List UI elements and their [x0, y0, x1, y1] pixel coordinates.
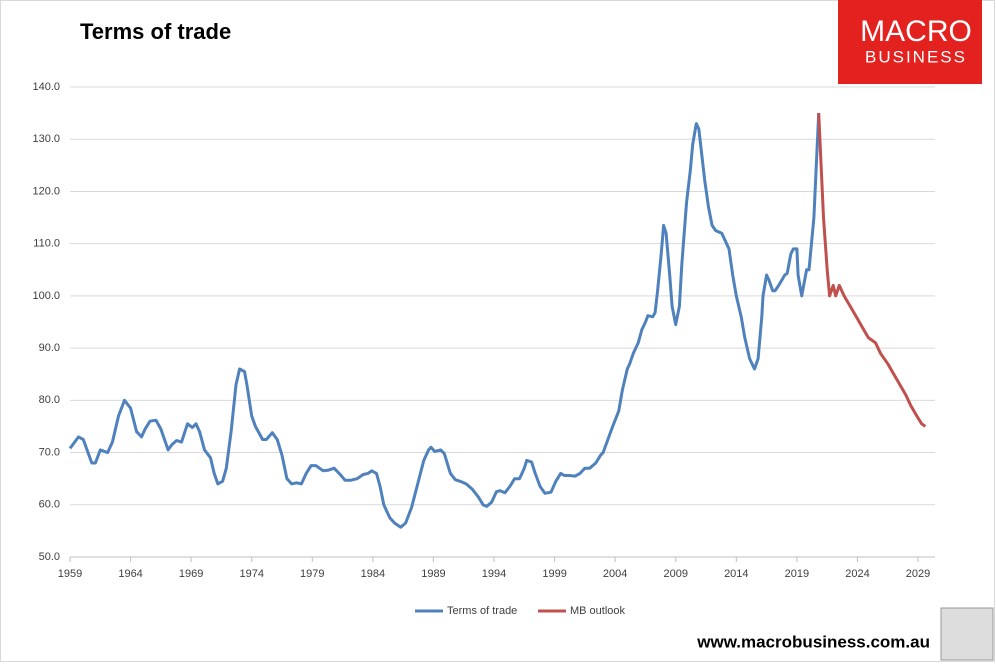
series-line: [817, 113, 927, 428]
y-tick-label: 80.0: [39, 394, 60, 406]
x-tick-label: 1974: [239, 568, 263, 580]
x-tick-label: 2019: [785, 568, 809, 580]
x-tick-label: 1959: [58, 568, 82, 580]
y-tick-label: 50.0: [39, 551, 60, 563]
x-tick-label: 1964: [118, 568, 142, 580]
series-line: [68, 113, 821, 529]
legend-label: Terms of trade: [447, 605, 517, 617]
x-tick-label: 1969: [179, 568, 203, 580]
footer: www.macrobusiness.com.au: [696, 632, 930, 651]
x-tick-label: 1984: [361, 568, 385, 580]
x-tick-label: 2009: [664, 568, 688, 580]
legend-label: MB outlook: [570, 605, 626, 617]
y-tick-label: 130.0: [32, 133, 60, 145]
y-tick-label: 110.0: [33, 238, 60, 250]
y-tick-label: 60.0: [39, 499, 60, 511]
logo-box: [838, 0, 982, 84]
y-tick-label: 140.0: [32, 81, 60, 93]
y-tick-label: 120.0: [32, 185, 60, 197]
x-tick-label: 2004: [603, 568, 627, 580]
y-tick-label: 70.0: [39, 446, 60, 458]
x-tick-label: 1979: [300, 568, 324, 580]
x-tick-label: 2014: [724, 568, 748, 580]
logo-image: [940, 607, 994, 661]
y-tick-label: 90.0: [39, 342, 60, 354]
x-tick-label: 1994: [482, 568, 506, 580]
x-tick-label: 1999: [542, 568, 566, 580]
x-tick-label: 2029: [906, 568, 930, 580]
logo-text: BUSINESS: [865, 47, 967, 66]
x-tick-label: 2024: [845, 568, 869, 580]
x-tick-label: 1989: [421, 568, 445, 580]
chart-title: Terms of trade: [80, 19, 231, 44]
logo-text: MACRO: [860, 15, 972, 48]
y-tick-label: 100.0: [32, 290, 60, 302]
